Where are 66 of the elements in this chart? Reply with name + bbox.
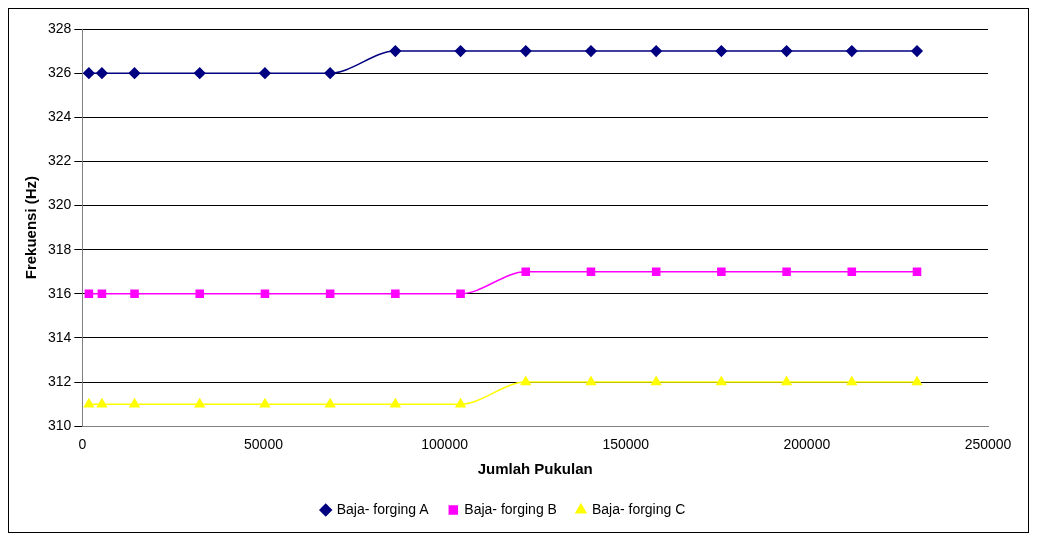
point: [84, 289, 94, 299]
point: [260, 289, 270, 299]
x-tick-label: 50000: [244, 436, 284, 453]
point: [391, 289, 400, 299]
x-tick-label: 250000: [964, 436, 1012, 453]
point: [83, 398, 94, 408]
point: [520, 376, 531, 386]
point: [847, 267, 857, 277]
legend-label: Baja- forging C: [591, 500, 686, 517]
point: [911, 376, 923, 386]
point: [390, 398, 401, 408]
point: [325, 398, 336, 408]
point: [194, 398, 205, 408]
point: [129, 398, 140, 408]
point: [456, 289, 465, 299]
point: [97, 289, 107, 299]
y-tick-label: 312: [48, 372, 72, 389]
y-tick-label: 316: [48, 284, 72, 301]
point: [520, 45, 532, 57]
x-tick-label: 150000: [602, 436, 650, 453]
point: [193, 67, 206, 79]
point: [846, 45, 858, 57]
point: [455, 398, 466, 408]
y-axis-title: Frekuensi (Hz): [22, 175, 40, 280]
point: [912, 267, 922, 277]
point: [585, 376, 597, 386]
point: [130, 289, 139, 299]
point: [781, 376, 792, 386]
point: [96, 398, 107, 408]
point: [911, 45, 923, 57]
y-tick-label: 324: [48, 108, 72, 125]
point: [586, 267, 596, 277]
x-tick-label: 0: [78, 436, 87, 453]
x-tick-label: 100000: [421, 436, 469, 453]
y-tick-label: 310: [48, 417, 72, 434]
point: [782, 267, 791, 277]
point: [715, 45, 728, 57]
point: [651, 376, 662, 386]
y-tick-label: 326: [48, 63, 72, 80]
point: [96, 67, 108, 79]
point: [128, 67, 141, 79]
y-tick-label: 328: [48, 19, 72, 36]
point: [259, 67, 271, 79]
point: [324, 67, 336, 79]
point: [780, 45, 793, 57]
point: [389, 45, 402, 57]
legend-label: Baja- forging A: [336, 500, 430, 517]
point: [716, 376, 727, 386]
y-tick-label: 322: [48, 152, 72, 169]
point: [651, 267, 661, 277]
legend-label: Baja- forging B: [464, 500, 557, 517]
y-tick-label: 320: [48, 196, 72, 213]
point: [83, 67, 95, 79]
y-tick-label: 314: [48, 328, 72, 345]
y-tick-label: 318: [48, 240, 72, 257]
point: [521, 267, 531, 277]
point: [259, 398, 271, 408]
point: [454, 45, 467, 57]
point: [325, 289, 335, 299]
point: [846, 376, 857, 386]
point: [195, 289, 205, 299]
point: [650, 45, 662, 57]
x-axis-title: Jumlah Pukulan: [477, 460, 593, 478]
x-tick-label: 200000: [783, 436, 831, 453]
point: [717, 267, 726, 277]
point: [585, 45, 597, 57]
